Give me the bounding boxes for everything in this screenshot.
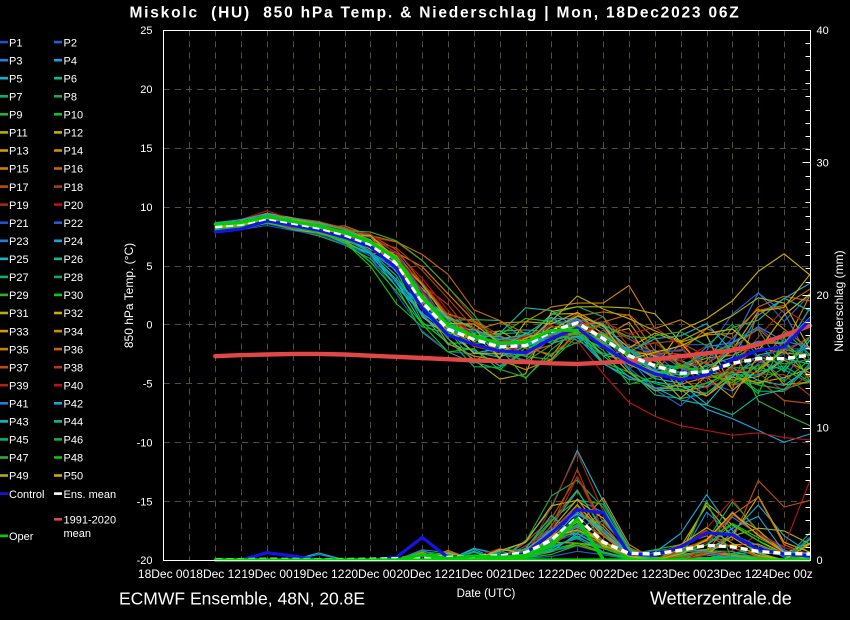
svg-text:Wetterzentrale.de: Wetterzentrale.de xyxy=(650,589,792,609)
svg-text:-20: -20 xyxy=(137,555,153,567)
svg-text:20Dec 00: 20Dec 00 xyxy=(345,567,397,581)
svg-text:mean: mean xyxy=(64,528,92,540)
svg-text:P36: P36 xyxy=(64,344,84,356)
svg-text:P35: P35 xyxy=(9,344,29,356)
svg-text:P22: P22 xyxy=(64,218,84,230)
svg-text:P6: P6 xyxy=(64,73,77,85)
svg-text:P50: P50 xyxy=(64,471,84,483)
svg-text:15: 15 xyxy=(140,143,152,155)
svg-text:-15: -15 xyxy=(137,496,153,508)
svg-text:P2: P2 xyxy=(64,37,77,49)
svg-text:Oper: Oper xyxy=(9,531,34,543)
svg-text:22Dec 12: 22Dec 12 xyxy=(603,567,655,581)
svg-text:18Dec 12: 18Dec 12 xyxy=(190,567,242,581)
svg-text:P48: P48 xyxy=(64,453,84,465)
svg-text:Miskolc (HU) 850 hPa Temp. &: Miskolc (HU) 850 hPa Temp. & Niederschla… xyxy=(129,4,740,21)
svg-text:5: 5 xyxy=(146,261,152,273)
svg-text:25: 25 xyxy=(140,25,152,37)
svg-text:P9: P9 xyxy=(9,110,22,122)
svg-text:24Dec 00z: 24Dec 00z xyxy=(755,567,812,581)
svg-text:10: 10 xyxy=(140,202,152,214)
svg-text:0: 0 xyxy=(146,320,152,332)
svg-text:20: 20 xyxy=(817,290,829,302)
svg-text:P20: P20 xyxy=(64,200,84,212)
svg-text:P37: P37 xyxy=(9,362,29,374)
svg-text:P25: P25 xyxy=(9,254,29,266)
svg-text:Niederschlag (mm): Niederschlag (mm) xyxy=(832,250,846,351)
svg-text:P31: P31 xyxy=(9,308,29,320)
svg-text:-5: -5 xyxy=(143,379,153,391)
svg-text:P1: P1 xyxy=(9,37,22,49)
svg-text:P29: P29 xyxy=(9,290,29,302)
svg-text:22Dec 00: 22Dec 00 xyxy=(552,567,604,581)
svg-text:P49: P49 xyxy=(9,471,29,483)
svg-text:P41: P41 xyxy=(9,399,29,411)
svg-text:P27: P27 xyxy=(9,272,29,284)
svg-text:P13: P13 xyxy=(9,146,29,158)
svg-text:P38: P38 xyxy=(64,362,84,374)
svg-text:P7: P7 xyxy=(9,92,22,104)
svg-text:P10: P10 xyxy=(64,110,84,122)
svg-text:P32: P32 xyxy=(64,308,84,320)
svg-text:P21: P21 xyxy=(9,218,29,230)
svg-text:P46: P46 xyxy=(64,435,84,447)
svg-text:20: 20 xyxy=(140,84,152,96)
svg-text:P42: P42 xyxy=(64,399,84,411)
svg-text:18Dec 00: 18Dec 00 xyxy=(138,567,190,581)
svg-text:21Dec 12: 21Dec 12 xyxy=(500,567,552,581)
svg-text:19Dec 12: 19Dec 12 xyxy=(293,567,345,581)
svg-text:1991-2020: 1991-2020 xyxy=(64,515,117,527)
svg-text:P45: P45 xyxy=(9,435,29,447)
svg-text:0: 0 xyxy=(817,555,823,567)
svg-text:P26: P26 xyxy=(64,254,84,266)
svg-text:19Dec 00: 19Dec 00 xyxy=(241,567,293,581)
svg-text:P8: P8 xyxy=(64,92,77,104)
svg-text:Control: Control xyxy=(9,489,44,501)
svg-text:30: 30 xyxy=(817,158,829,170)
svg-text:P16: P16 xyxy=(64,164,84,176)
svg-text:P12: P12 xyxy=(64,128,84,140)
svg-text:P39: P39 xyxy=(9,380,29,392)
svg-text:P19: P19 xyxy=(9,200,29,212)
svg-text:P23: P23 xyxy=(9,236,29,248)
svg-text:P34: P34 xyxy=(64,326,84,338)
svg-text:P33: P33 xyxy=(9,326,29,338)
svg-text:21Dec 00: 21Dec 00 xyxy=(448,567,500,581)
svg-text:Ens. mean: Ens. mean xyxy=(64,489,117,501)
svg-text:P44: P44 xyxy=(64,417,84,429)
svg-text:P43: P43 xyxy=(9,417,29,429)
svg-text:P28: P28 xyxy=(64,272,84,284)
svg-text:20Dec 12: 20Dec 12 xyxy=(397,567,449,581)
svg-text:P3: P3 xyxy=(9,55,22,67)
svg-text:P11: P11 xyxy=(9,128,28,140)
svg-text:ECMWF Ensemble, 48N, 20.8E: ECMWF Ensemble, 48N, 20.8E xyxy=(119,589,365,609)
svg-text:P4: P4 xyxy=(64,55,77,67)
svg-text:P18: P18 xyxy=(64,182,84,194)
svg-text:Date (UTC): Date (UTC) xyxy=(457,588,516,600)
svg-text:40: 40 xyxy=(817,25,829,37)
svg-text:-10: -10 xyxy=(137,437,153,449)
svg-text:P30: P30 xyxy=(64,290,84,302)
svg-text:P14: P14 xyxy=(64,146,84,158)
svg-text:P24: P24 xyxy=(64,236,84,248)
svg-text:23Dec 00: 23Dec 00 xyxy=(655,567,707,581)
svg-text:P40: P40 xyxy=(64,380,84,392)
svg-text:P5: P5 xyxy=(9,73,22,85)
svg-text:P47: P47 xyxy=(9,453,29,465)
svg-text:850 hPa Temp. (°C): 850 hPa Temp. (°C) xyxy=(122,243,136,348)
svg-text:P15: P15 xyxy=(9,164,29,176)
svg-text:10: 10 xyxy=(817,423,829,435)
svg-text:23Dec 12: 23Dec 12 xyxy=(707,567,759,581)
svg-text:P17: P17 xyxy=(9,182,29,194)
